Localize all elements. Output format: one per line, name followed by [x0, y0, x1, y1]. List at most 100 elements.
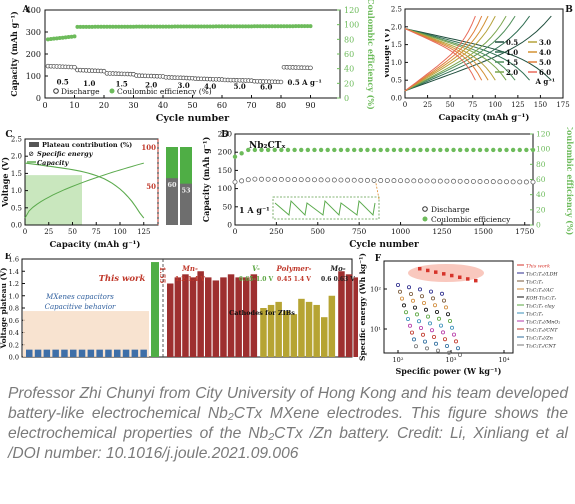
ce-point	[491, 147, 496, 153]
this-work-region	[408, 264, 484, 282]
ce-point	[181, 24, 186, 29]
ce-point	[249, 24, 254, 29]
y-tick-label: 0.2	[9, 341, 19, 349]
x-tick-label: 80	[276, 101, 286, 110]
cathode-bar	[305, 301, 313, 357]
charge-curve	[404, 15, 552, 92]
x-tick-label: 100	[113, 228, 126, 236]
panel-c-xlabel: Capacity (mAh g⁻¹)	[50, 239, 141, 250]
ce-point	[270, 24, 275, 29]
y2-tick-label: 60	[536, 175, 546, 184]
discharge-point	[308, 65, 313, 71]
cathode-bar	[250, 274, 258, 357]
y2-tick-label: 20	[344, 79, 354, 88]
reference-point	[450, 325, 455, 330]
y2-tick-label: 40	[344, 65, 354, 74]
discharge-curve	[404, 28, 489, 81]
panel-d-ylabel: Capacity (mAh g⁻¹)	[201, 137, 211, 223]
group-range: 0.6 0.63 V	[321, 276, 355, 283]
mxene-bar	[34, 349, 42, 357]
ce-point	[137, 24, 142, 29]
reference-point	[409, 292, 414, 297]
cathode-bar	[189, 277, 197, 357]
discharge-point	[437, 178, 443, 184]
this-work-point	[418, 267, 422, 271]
panel-e-ylabel: Voltage plateau (V)	[0, 268, 8, 350]
ce-point	[220, 24, 224, 29]
discharge-point	[364, 177, 370, 183]
ce-point	[424, 147, 430, 153]
legend-label: 2.0	[506, 68, 518, 77]
legend-label: Ti₃C₂Tₓ//MnO₂	[526, 320, 560, 326]
discharge-point	[391, 178, 397, 184]
discharge-point	[278, 176, 284, 182]
x-tick-label: 50	[187, 101, 197, 110]
capacity-curve	[24, 162, 145, 219]
cathode-bar	[321, 317, 328, 357]
y2-tick-label: 0	[536, 221, 541, 230]
legend-ce-label: Coulombic efficiency	[431, 215, 511, 224]
cathodes-label: Cathodes for ZIBs	[229, 309, 295, 317]
ce-point	[202, 24, 207, 29]
region-label-1: MXenes capacitors	[45, 293, 114, 301]
charge-curve	[404, 15, 476, 92]
ce-point	[272, 147, 277, 153]
inset-curve	[274, 199, 376, 217]
legend-label: 1.5	[506, 58, 518, 67]
reference-point	[396, 282, 401, 287]
discharge-point	[470, 178, 476, 184]
ce-point	[196, 24, 201, 29]
bar-axis-label: 100	[141, 143, 156, 152]
discharge-curve	[404, 28, 552, 81]
ce-point	[222, 24, 227, 29]
ce-point	[255, 24, 260, 29]
ce-point	[158, 24, 163, 29]
y2-tick-label: 120	[536, 130, 551, 139]
charge-curve	[404, 15, 507, 92]
y-tick-label: 0.0	[11, 222, 22, 230]
ce-point	[273, 24, 278, 29]
reference-point	[398, 289, 403, 294]
reference-point	[402, 303, 407, 308]
x-tick-label: 125	[511, 101, 524, 109]
x-tick-label: 125	[137, 228, 150, 236]
ce-point	[190, 24, 195, 29]
mxene-bar	[61, 349, 68, 357]
legend-label: KOH-Ti₃C₂Tₓ	[525, 296, 556, 302]
x-tick-label: 250	[269, 227, 284, 236]
y2-tick-label: 100	[536, 145, 551, 154]
panel-f-frame	[383, 260, 514, 354]
legend-discharge-marker	[53, 88, 59, 94]
discharge-point	[331, 177, 337, 183]
panel-b-chart: 0 25 50 75 100 125 150 1750.00.51.01.52.02.5Vol…	[385, 5, 573, 123]
discharge-point	[530, 179, 536, 185]
cathode-bar	[235, 277, 242, 357]
panel-a: 0 10 20 30 40 50 60 70 80 90 0 100 200 300 400 0 20 40 60 8…	[0, 0, 385, 127]
reference-point	[429, 289, 434, 294]
y-tick-label: 300	[26, 28, 41, 37]
mxene-bar	[70, 349, 77, 357]
y-tick-label: 0.8	[9, 305, 19, 313]
ce-point	[312, 147, 317, 153]
y-tick-label: 0.5	[11, 204, 22, 212]
y-tick-label: 10¹	[370, 326, 381, 334]
x-tick-label: 50	[446, 101, 455, 109]
ce-point	[134, 24, 139, 29]
cathode-bar	[227, 274, 235, 357]
cathode-bar	[167, 283, 174, 357]
discharge-point	[259, 176, 264, 182]
panel-f-xlabel: Specific power (W kg⁻¹)	[396, 366, 502, 376]
ce-point	[477, 147, 483, 153]
cathode-bar	[345, 274, 353, 357]
panel-d-y2label: Coulombic efficiency (%)	[565, 127, 575, 236]
mxene-bar	[122, 349, 130, 357]
discharge-point	[431, 178, 437, 184]
group-name: Mn-	[181, 264, 198, 273]
mxene-bar	[26, 349, 33, 357]
mxene-bar	[43, 349, 51, 357]
cathode-bar	[182, 274, 189, 357]
discharge-point	[424, 178, 430, 184]
panel-b-xlabel: Capacity (mAh g⁻¹)	[439, 112, 530, 123]
ce-point	[96, 24, 101, 29]
reference-point	[441, 330, 446, 335]
